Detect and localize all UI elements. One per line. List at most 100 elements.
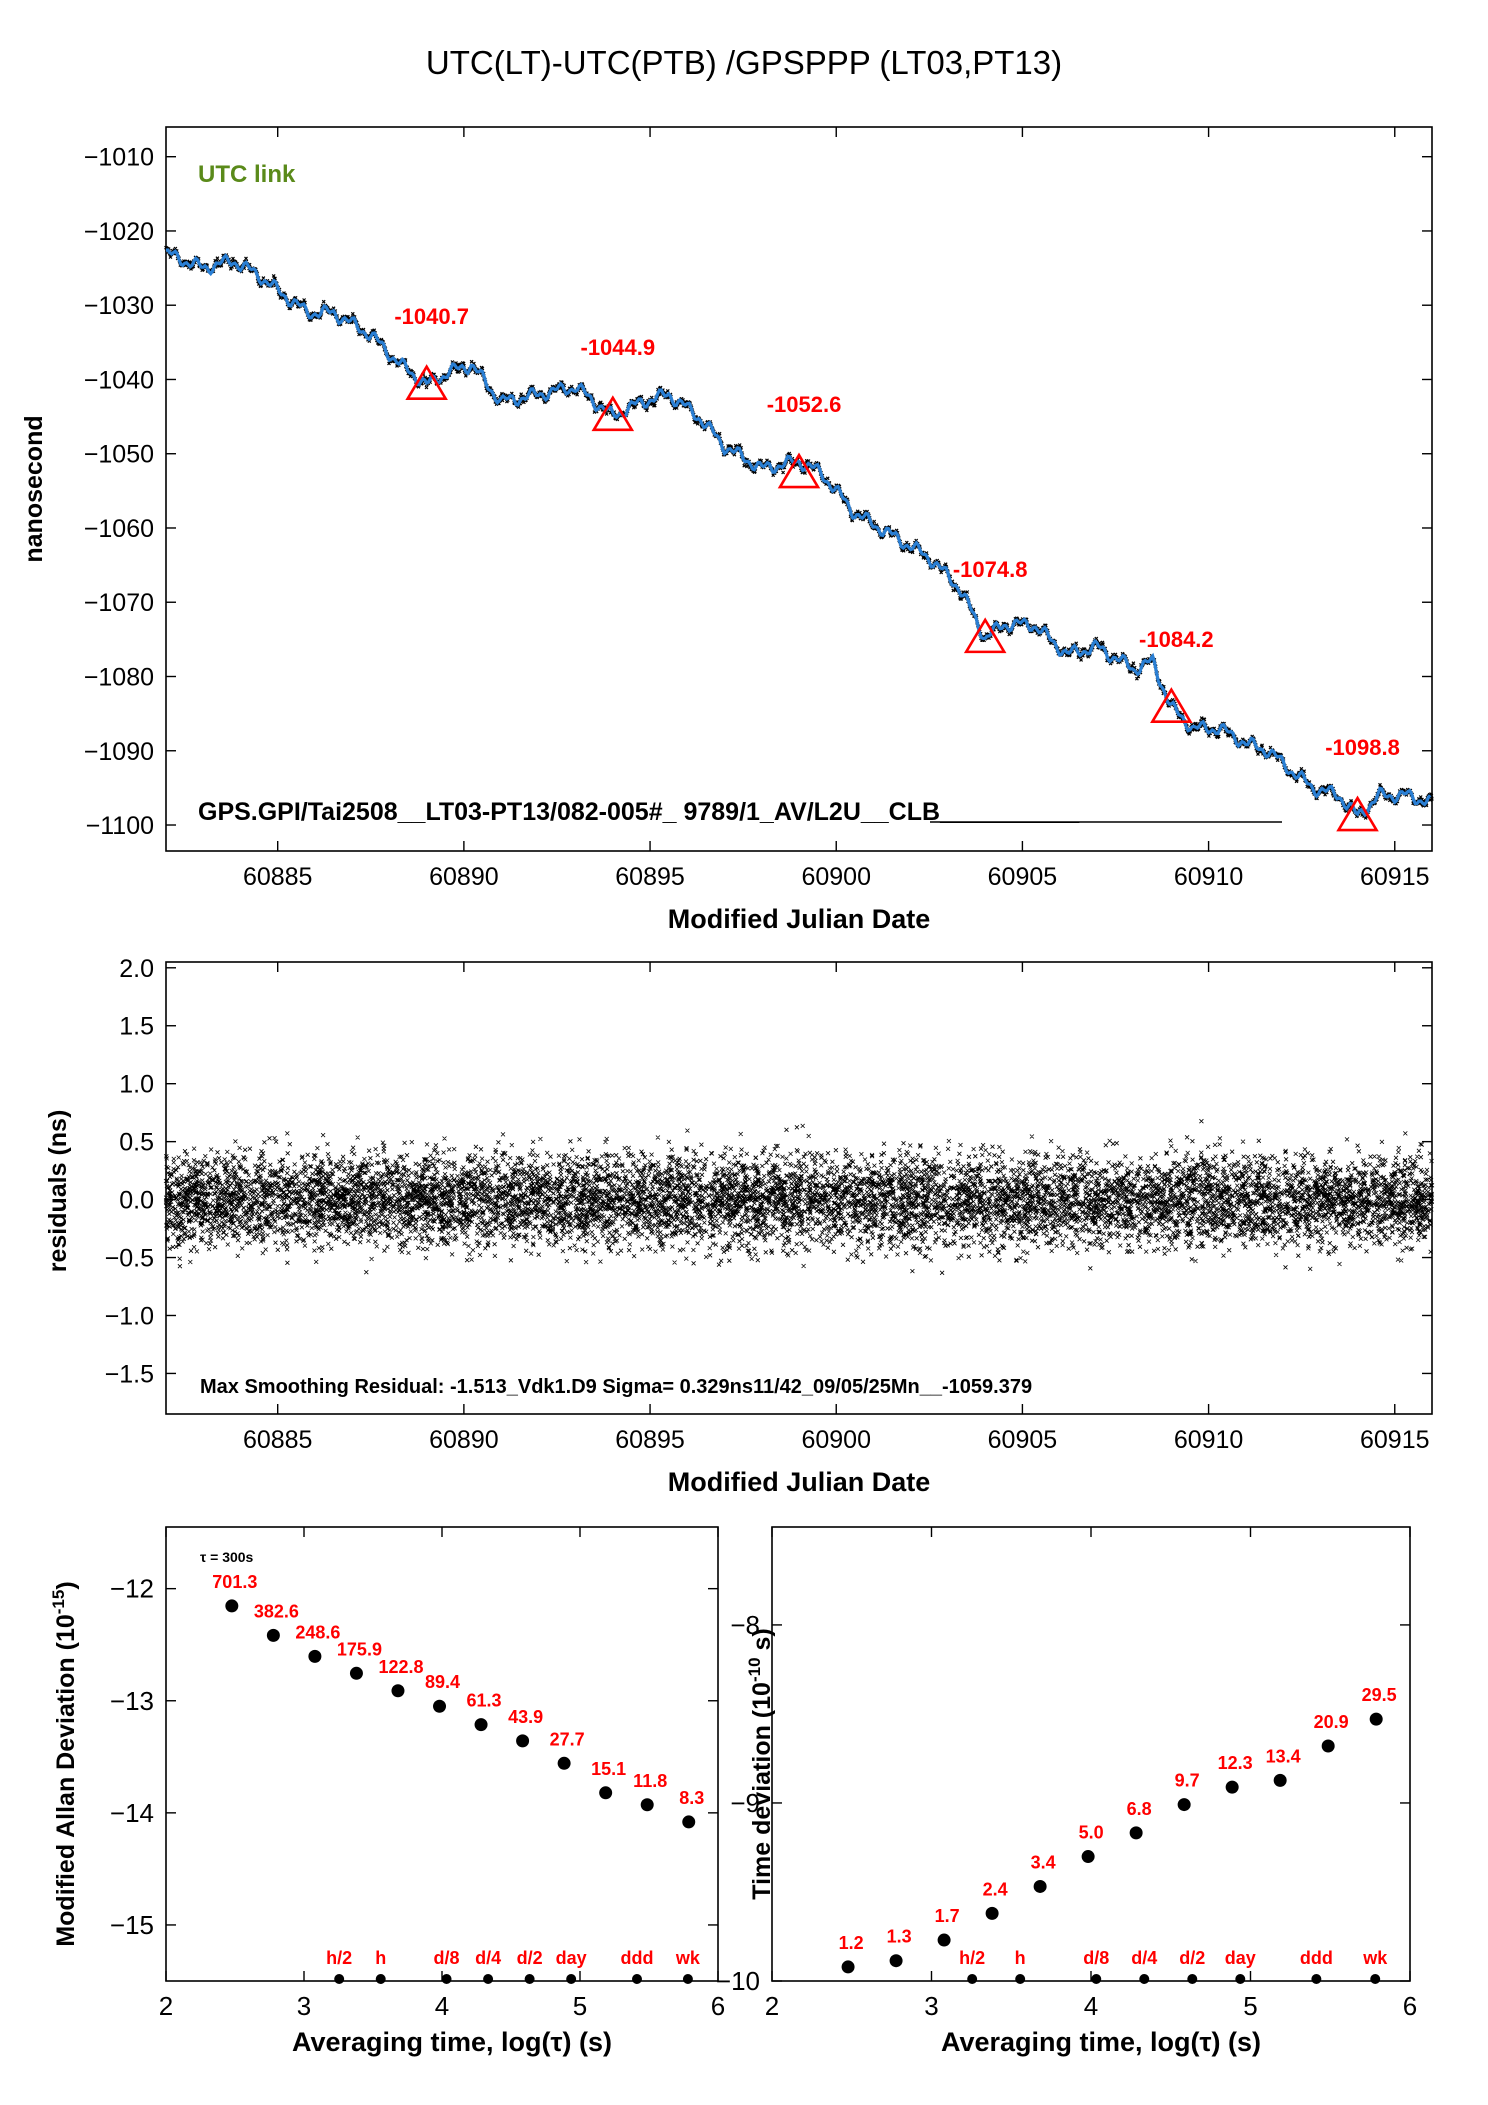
x-tick-label: 2 bbox=[159, 1991, 173, 2021]
x-tick-label: 3 bbox=[924, 1991, 938, 2021]
x-tick-label: 60910 bbox=[1174, 1426, 1244, 1454]
data-point bbox=[889, 1954, 903, 1968]
data-point bbox=[841, 1960, 855, 1974]
tau-mark-label: d/2 bbox=[517, 1948, 543, 1968]
point-label: 9.7 bbox=[1175, 1771, 1200, 1791]
marker-triangle bbox=[963, 617, 1007, 654]
x-axis-title: Averaging time, log(τ) (s) bbox=[941, 2027, 1261, 2057]
tau-mark-point bbox=[524, 1974, 535, 1984]
data-point bbox=[349, 1666, 363, 1680]
tau-mark-point bbox=[1187, 1974, 1198, 1984]
y-tick-label: −1070 bbox=[84, 589, 154, 617]
marker-triangle bbox=[777, 452, 821, 489]
y-tick-label: −0.5 bbox=[105, 1245, 154, 1273]
data-point bbox=[1321, 1739, 1335, 1753]
y-tick-label: −13 bbox=[110, 1686, 154, 1716]
main-points bbox=[164, 245, 1434, 820]
tau-mark-point bbox=[334, 1974, 345, 1984]
point-label: 3.4 bbox=[1031, 1852, 1056, 1872]
point-label: 6.8 bbox=[1127, 1799, 1152, 1819]
tau-mark-label: d/4 bbox=[475, 1948, 501, 1968]
tau-mark-point bbox=[1015, 1974, 1026, 1984]
tau-mark-label: h/2 bbox=[959, 1948, 985, 1968]
data-point bbox=[1273, 1773, 1287, 1787]
point-label: 29.5 bbox=[1362, 1685, 1397, 1705]
marker-label: -1098.8 bbox=[1325, 735, 1400, 760]
tau-mark-point bbox=[441, 1974, 452, 1984]
y-tick-label: −1.0 bbox=[105, 1302, 154, 1330]
main-point-cloud bbox=[164, 245, 1434, 820]
tau-mark-label: h bbox=[1015, 1948, 1026, 1968]
marker-label: -1074.8 bbox=[953, 557, 1028, 582]
point-label: 43.9 bbox=[508, 1707, 543, 1727]
x-tick-label: 60915 bbox=[1360, 1426, 1430, 1454]
tau-mark-label: d/8 bbox=[434, 1948, 460, 1968]
y-tick-label: 2.0 bbox=[119, 955, 154, 983]
data-point bbox=[225, 1599, 239, 1613]
point-label: 2.4 bbox=[983, 1879, 1008, 1899]
tau-mark-label: ddd bbox=[1300, 1948, 1333, 1968]
data-point bbox=[516, 1734, 530, 1748]
x-tick-label: 60890 bbox=[429, 863, 499, 891]
data-point bbox=[308, 1649, 322, 1663]
point-label: 1.3 bbox=[887, 1927, 912, 1947]
data-point bbox=[1081, 1850, 1095, 1864]
data-point bbox=[640, 1798, 654, 1812]
tau-mark-point bbox=[375, 1974, 386, 1984]
x-tick-label: 4 bbox=[1084, 1991, 1098, 2021]
tau-mark-point bbox=[967, 1974, 978, 1984]
x-tick-label: 60905 bbox=[988, 863, 1058, 891]
tau-mark-point bbox=[1370, 1974, 1381, 1984]
y-tick-label: −1090 bbox=[84, 738, 154, 766]
point-label: 89.4 bbox=[425, 1672, 460, 1692]
point-label: 12.3 bbox=[1218, 1753, 1253, 1773]
x-tick-label: 60895 bbox=[615, 1426, 685, 1454]
point-label: 1.7 bbox=[935, 1906, 960, 1926]
y-tick-label: −1060 bbox=[84, 515, 154, 543]
x-tick-label: 60890 bbox=[429, 1426, 499, 1454]
point-label: 248.6 bbox=[295, 1622, 340, 1642]
x-tick-label: 3 bbox=[297, 1991, 311, 2021]
tau-mark-label: h bbox=[375, 1948, 386, 1968]
point-label: 8.3 bbox=[679, 1788, 704, 1808]
point-label: 61.3 bbox=[467, 1691, 502, 1711]
residuals-plot-frame bbox=[165, 961, 1433, 1415]
y-tick-label: 0.5 bbox=[119, 1129, 154, 1157]
data-point bbox=[1129, 1826, 1143, 1840]
x-tick-label: 2 bbox=[765, 1991, 779, 2021]
tau-note: τ = 300s bbox=[200, 1549, 254, 1565]
marker-triangle bbox=[591, 395, 635, 432]
marker-triangle bbox=[1336, 795, 1379, 832]
tau-mark-point bbox=[1311, 1974, 1322, 1984]
tau-mark-point bbox=[566, 1974, 577, 1984]
y-tick-label: −14 bbox=[110, 1798, 154, 1828]
x-tick-label: 60910 bbox=[1174, 863, 1244, 891]
data-point bbox=[1225, 1780, 1239, 1794]
y-tick-label: −1.5 bbox=[105, 1360, 154, 1388]
y-tick-label: −12 bbox=[110, 1574, 154, 1604]
tau-mark-point bbox=[631, 1974, 642, 1984]
y-tick-label: 0.0 bbox=[119, 1187, 154, 1215]
tau-mark-label: h/2 bbox=[326, 1948, 352, 1968]
marker-label: -1052.6 bbox=[767, 392, 842, 417]
tau-mark-label: day bbox=[1225, 1948, 1256, 1968]
x-axis-title: Averaging time, log(τ) (s) bbox=[292, 2027, 612, 2057]
mdev-plot-frame bbox=[165, 1526, 719, 1982]
y-axis-title: Modified Allan Deviation (10-15) bbox=[49, 1581, 80, 1946]
tau-mark-point bbox=[1139, 1974, 1150, 1984]
marker-label: -1044.9 bbox=[581, 335, 656, 360]
tau-mark-label: d/4 bbox=[1131, 1948, 1157, 1968]
point-label: 382.6 bbox=[254, 1601, 299, 1621]
y-tick-label: 1.0 bbox=[119, 1071, 154, 1099]
x-tick-label: 60905 bbox=[988, 1426, 1058, 1454]
point-label: 27.7 bbox=[550, 1729, 585, 1749]
data-point bbox=[433, 1699, 447, 1713]
point-label: 13.4 bbox=[1266, 1746, 1301, 1766]
y-tick-label: −1030 bbox=[84, 292, 154, 320]
y-tick-label: −1040 bbox=[84, 366, 154, 394]
y-tick-label: 1.5 bbox=[119, 1013, 154, 1041]
tau-mark-label: ddd bbox=[620, 1948, 653, 1968]
x-tick-label: 60885 bbox=[243, 863, 313, 891]
y-tick-label: −1050 bbox=[84, 441, 154, 469]
